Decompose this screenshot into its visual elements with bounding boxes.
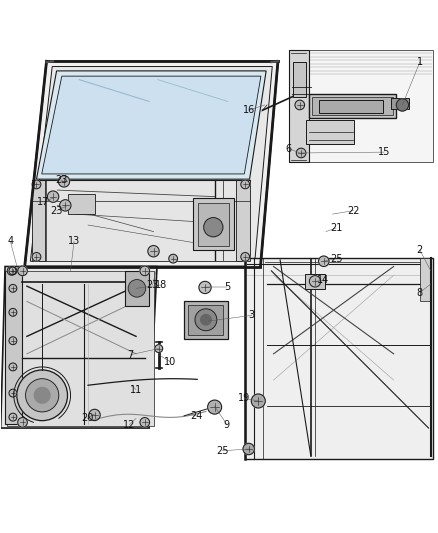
Bar (319, 100, 383, 113)
Bar (306, 120, 354, 144)
Text: 24: 24 (190, 411, 202, 421)
Polygon shape (42, 76, 261, 174)
Circle shape (318, 256, 329, 266)
Bar (125, 271, 149, 306)
Bar (237, 181, 250, 261)
Circle shape (243, 443, 254, 455)
Bar (193, 198, 234, 250)
Circle shape (32, 253, 41, 261)
Text: 23: 23 (146, 280, 159, 290)
Text: 15: 15 (378, 147, 390, 157)
Text: 3: 3 (249, 310, 255, 320)
Circle shape (295, 100, 304, 110)
Polygon shape (25, 61, 278, 266)
Bar (305, 274, 325, 289)
Circle shape (195, 309, 217, 330)
Circle shape (251, 394, 265, 408)
Text: 5: 5 (224, 282, 230, 293)
Bar (420, 258, 431, 302)
Circle shape (7, 266, 16, 275)
Bar (46, 181, 249, 261)
Text: 13: 13 (68, 236, 80, 246)
Bar (7, 271, 153, 426)
Text: 23: 23 (50, 206, 63, 216)
Circle shape (241, 253, 250, 261)
Polygon shape (245, 258, 433, 458)
Circle shape (58, 176, 70, 187)
Circle shape (9, 337, 17, 345)
Text: 14: 14 (317, 276, 329, 286)
Polygon shape (30, 67, 272, 261)
Bar (5, 271, 21, 424)
Circle shape (155, 345, 162, 352)
Circle shape (18, 417, 27, 427)
Text: 9: 9 (224, 419, 230, 430)
Text: 20: 20 (81, 414, 93, 423)
Circle shape (9, 389, 17, 397)
Text: 1: 1 (417, 57, 423, 67)
Polygon shape (1, 266, 157, 428)
Text: 23: 23 (55, 175, 67, 185)
Circle shape (169, 254, 177, 263)
Bar (289, 51, 308, 161)
Circle shape (9, 285, 17, 292)
Bar (184, 302, 228, 338)
Bar (68, 195, 95, 214)
Circle shape (140, 417, 150, 427)
Circle shape (204, 217, 223, 237)
Text: 8: 8 (417, 288, 423, 298)
Text: 18: 18 (155, 280, 167, 290)
Circle shape (148, 246, 159, 257)
Text: 7: 7 (128, 350, 134, 360)
Text: 10: 10 (164, 357, 176, 367)
Circle shape (296, 148, 306, 158)
Text: 16: 16 (243, 105, 255, 115)
Polygon shape (289, 51, 433, 161)
Text: 6: 6 (286, 143, 292, 154)
Circle shape (309, 276, 321, 287)
Bar (392, 99, 409, 109)
Bar (188, 305, 223, 335)
Circle shape (47, 191, 59, 203)
Circle shape (128, 280, 146, 297)
Circle shape (18, 266, 27, 276)
Bar (311, 97, 393, 115)
Text: 4: 4 (7, 236, 14, 246)
Bar (308, 94, 396, 118)
Circle shape (9, 267, 17, 275)
Circle shape (34, 387, 50, 403)
Circle shape (17, 370, 67, 421)
Bar (198, 203, 229, 246)
Circle shape (199, 281, 211, 294)
Circle shape (25, 379, 59, 412)
Circle shape (241, 180, 250, 189)
Circle shape (9, 363, 17, 371)
Text: 12: 12 (124, 419, 136, 430)
Circle shape (60, 200, 71, 211)
Text: 22: 22 (347, 206, 360, 216)
Circle shape (89, 409, 100, 421)
Text: 19: 19 (238, 393, 251, 403)
Text: 25: 25 (216, 446, 229, 456)
Bar (293, 62, 306, 97)
Bar (32, 181, 45, 261)
Circle shape (396, 99, 409, 111)
Text: 11: 11 (130, 385, 142, 394)
Circle shape (9, 413, 17, 421)
Circle shape (140, 266, 150, 276)
Circle shape (32, 180, 41, 189)
Circle shape (208, 400, 222, 414)
Text: 25: 25 (330, 254, 342, 264)
Circle shape (201, 314, 211, 325)
Text: 17: 17 (37, 197, 49, 207)
Circle shape (9, 309, 17, 316)
Polygon shape (36, 71, 266, 179)
Text: 2: 2 (417, 245, 423, 255)
Text: 21: 21 (330, 223, 342, 233)
